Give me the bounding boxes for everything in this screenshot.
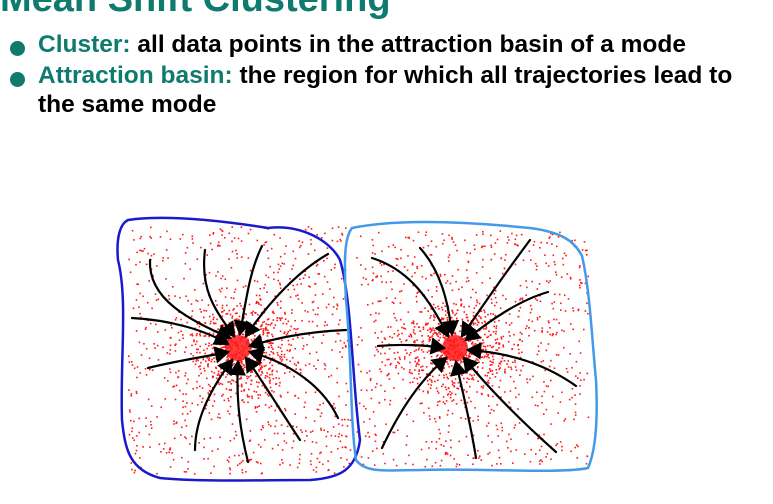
trajectory-arrow xyxy=(465,342,578,388)
bullet-attraction-basin: Attraction basin: the region for which a… xyxy=(8,61,768,119)
basin-left-boundary xyxy=(116,216,362,482)
trajectories xyxy=(130,238,578,464)
bullet-term: Attraction basin: xyxy=(38,62,233,89)
trajectory-arrow xyxy=(233,244,264,337)
trajectory-arrow xyxy=(464,290,550,342)
trajectory-arrow xyxy=(418,246,460,337)
trajectory-arrow xyxy=(244,356,302,442)
basin-right-boundary xyxy=(343,220,598,472)
trajectory-arrow xyxy=(376,337,447,355)
trajectory-arrow xyxy=(146,346,231,370)
trajectory-arrow xyxy=(450,359,478,460)
trajectory-arrow xyxy=(247,346,340,420)
bullet-text: the region for which all trajectories le… xyxy=(38,62,733,118)
slide-title: Mean Shift Clustering xyxy=(0,0,773,21)
trajectory-arrow xyxy=(130,316,230,346)
bullet-term: Cluster: xyxy=(38,31,131,58)
trajectory-arrow xyxy=(193,358,234,452)
trajectory-arrow xyxy=(460,238,532,338)
trajectory-arrow xyxy=(202,248,236,338)
bullet-cluster: Cluster: all data points in the attracti… xyxy=(8,30,768,59)
bullet-dot-icon xyxy=(10,41,25,56)
bullet-list: Cluster: all data points in the attracti… xyxy=(8,30,768,121)
bullet-dot-icon xyxy=(10,72,25,87)
trajectory-arrow xyxy=(370,256,450,338)
trajectory-arrow xyxy=(380,356,448,450)
mode-point xyxy=(225,335,251,361)
trajectory-arrow xyxy=(247,328,348,351)
mode-point xyxy=(442,335,468,361)
trajectory-arrow xyxy=(462,356,558,454)
trajectory-arrow xyxy=(228,359,250,464)
bullet-text: all data points in the attraction basin … xyxy=(137,31,686,58)
trajectory-arrow xyxy=(244,252,330,338)
